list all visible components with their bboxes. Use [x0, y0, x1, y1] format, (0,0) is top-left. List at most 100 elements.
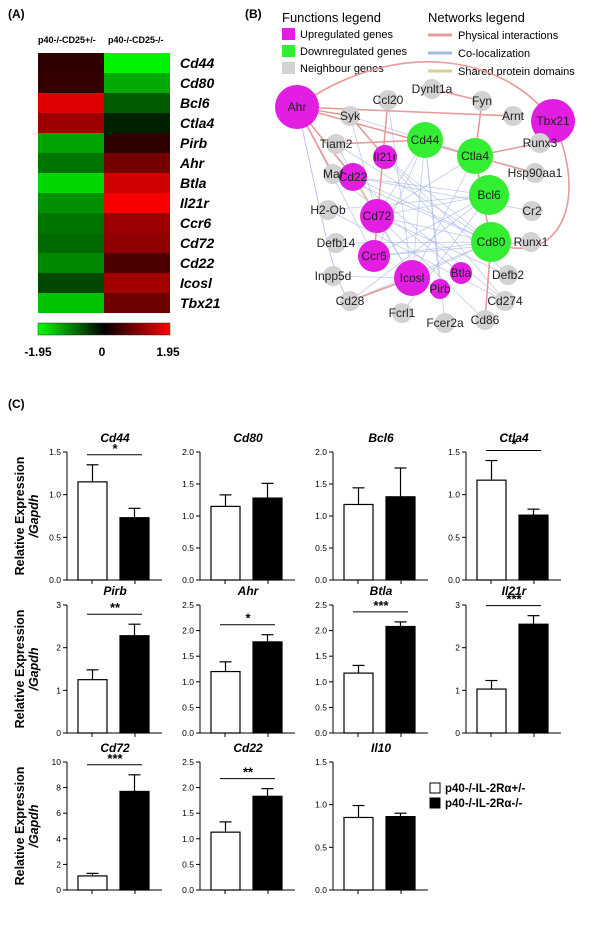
heatmap-row-label: Ahr — [179, 155, 206, 171]
node-cd28 — [340, 291, 360, 311]
node-label-ahr: Ahr — [288, 100, 307, 114]
heatmap-cell — [104, 273, 170, 293]
chart-btla: Btla 0.0 0.5 1.0 1.5 2.0 2.5 *** — [315, 584, 428, 738]
node-tiam2 — [326, 134, 346, 154]
y-tick-label: 1.5 — [182, 479, 194, 489]
bar-het — [343, 503, 374, 581]
significance-marker: ** — [243, 765, 254, 780]
chart-title: Ahr — [237, 584, 260, 598]
heatmap-cell — [38, 193, 104, 213]
gene-network: Ahr Syk Ccl20 Dynlt1a Fyn Arnt Tbx21 Tiam2 Il21r… — [275, 61, 575, 333]
bar-het — [476, 688, 507, 734]
edge-colocalization — [349, 194, 490, 302]
y-tick-label: 0.0 — [448, 575, 460, 585]
functions-legend-title: Functions legend — [282, 10, 381, 25]
y-tick-label: 0.0 — [315, 575, 327, 585]
y-tick-label: 0 — [455, 728, 460, 738]
networks-legend-title: Networks legend — [428, 10, 525, 25]
edge-colocalization — [376, 215, 509, 276]
bar-het — [343, 672, 374, 734]
edge-colocalization — [352, 176, 492, 243]
heatmap-cell — [38, 73, 104, 93]
node-label-cd86: Cd86 — [471, 313, 500, 327]
bar-ko — [252, 497, 283, 581]
heatmap-row-label: Cd80 — [180, 75, 214, 91]
y-tick-label: 0.5 — [182, 859, 194, 869]
edge-colocalization — [376, 155, 476, 217]
node-cd274 — [495, 291, 515, 311]
y-tick-label: 0 — [56, 885, 61, 895]
scale-min-label: -1.95 — [24, 345, 52, 359]
node-label-fcrl1: Fcrl1 — [389, 306, 416, 320]
node-label-cr2: Cr2 — [522, 204, 542, 218]
y-tick-label: 2.0 — [182, 447, 194, 457]
heatmap-cell — [104, 113, 170, 133]
link-label: Shared protein domains — [458, 66, 575, 78]
bar-ko — [385, 625, 416, 734]
y-tick-label: 1.0 — [315, 800, 327, 810]
chart-il10: Il10 0.0 0.5 1.0 1.5 — [315, 741, 428, 895]
node-cd86 — [475, 310, 495, 330]
y-axis-label: Relative Expression — [13, 610, 27, 729]
chart-title: Il10 — [371, 741, 391, 755]
heatmap-cell — [104, 153, 170, 173]
node-label-defb2: Defb2 — [492, 268, 524, 282]
node-maf — [323, 164, 343, 184]
node-inpp5d — [323, 266, 343, 286]
heatmap-cell — [104, 73, 170, 93]
node-label-ccr6: Ccr6 — [361, 249, 387, 263]
heatmap: Cd44 Cd80 Bcl6 Ctla4 Pirb Ahr Btla Il21r Ccr6 Cd7… — [38, 53, 221, 313]
bar-ko — [119, 635, 150, 734]
y-tick-label: 2.0 — [315, 447, 327, 457]
edge-colocalization — [335, 241, 492, 244]
chart-title: Bcl6 — [368, 431, 394, 445]
chart-title: Cd22 — [233, 741, 263, 755]
y-tick-label: 1.5 — [182, 808, 194, 818]
heatmap-row-label: Ccr6 — [180, 215, 211, 231]
y-tick-label: 2 — [455, 643, 460, 653]
y-axis-label-sub: /Gapdh — [27, 494, 41, 538]
y-tick-label: 0.5 — [182, 543, 194, 553]
node-label-cd22: Cd22 — [339, 170, 368, 184]
node-fcer2a — [435, 313, 455, 333]
chart-title: Pirb — [103, 584, 126, 598]
legend-open-label: p40-/-IL-2Rα+/- — [445, 783, 525, 795]
bar-het — [210, 831, 241, 891]
y-tick-label: 0.0 — [315, 885, 327, 895]
node-ccr6 — [358, 240, 390, 272]
edge-physical — [296, 61, 554, 122]
node-label-inpp5d: Inpp5d — [315, 269, 352, 283]
bar-het — [77, 679, 108, 734]
node-label-il21r: Il21r — [373, 150, 396, 164]
scale-max-label: 1.95 — [156, 345, 180, 359]
bar-het — [343, 816, 374, 891]
node-ahr — [275, 85, 319, 129]
networks-legend: Physical interactions Co-localization Shar… — [428, 30, 575, 78]
bar-het — [77, 875, 108, 891]
y-tick-label: 1.0 — [49, 490, 61, 500]
function-label: Upregulated genes — [300, 29, 393, 41]
y-tick-label: 1.0 — [448, 490, 460, 500]
edge-physical — [490, 120, 570, 249]
y-tick-label: 0.0 — [315, 728, 327, 738]
y-tick-label: 3 — [455, 600, 460, 610]
node-bcl6 — [469, 175, 509, 215]
y-tick-label: 3 — [56, 600, 61, 610]
bar-ko — [252, 795, 283, 891]
legend-filled-label: p40-/-IL-2Rα-/- — [445, 798, 523, 810]
bar-het — [77, 481, 108, 581]
heatmap-row-label: Ctla4 — [180, 115, 214, 131]
y-tick-label: 0.0 — [182, 728, 194, 738]
bar-ko — [119, 517, 150, 581]
node-label-cd44: Cd44 — [411, 133, 440, 147]
heatmap-cell — [38, 293, 104, 313]
heatmap-color-scale — [37, 322, 171, 336]
node-fyn — [472, 91, 492, 111]
heatmap-row-label: Bcl6 — [180, 95, 210, 111]
function-label: Downregulated genes — [300, 46, 408, 58]
edge-colocalization — [327, 209, 506, 302]
significance-marker: * — [112, 441, 118, 456]
